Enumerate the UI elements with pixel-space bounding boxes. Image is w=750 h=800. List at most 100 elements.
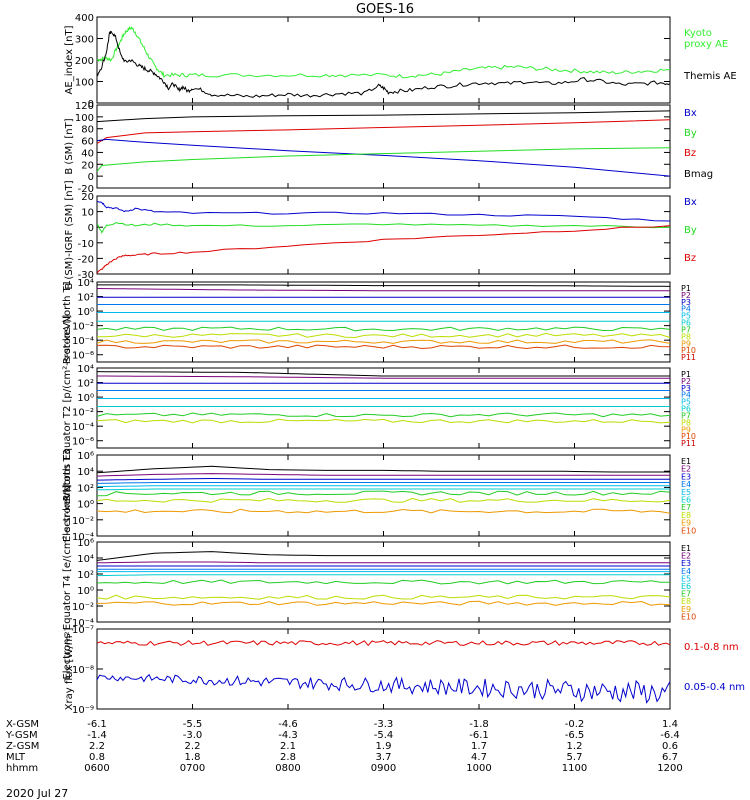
legend-entry: P4	[681, 305, 691, 314]
y-tick-label: 10⁻⁷	[72, 625, 94, 636]
x-axis-value: 1000	[466, 763, 491, 774]
legend-entry: By	[684, 225, 697, 236]
series-line-p1	[97, 284, 671, 287]
x-axis-value: 2.2	[89, 741, 105, 752]
series-line-e7	[96, 579, 671, 585]
series-line-0-05-0-4-nm	[96, 673, 671, 704]
series-line-0-1-0-8-nm	[96, 639, 671, 647]
y-tick-label: 10⁻⁴	[72, 618, 94, 629]
series-line-e2	[96, 473, 670, 477]
series-line-p10	[96, 344, 671, 350]
y-tick-label: 10⁻²	[72, 516, 94, 527]
x-axis-value: 0800	[275, 763, 300, 774]
panel-p_equator: Protons Equator T2 [p/(cm²-s-sr-keV)] 10⁴…	[62, 315, 696, 502]
y-tick-label: 10⁴	[77, 278, 94, 289]
panel-frame	[96, 367, 671, 449]
series-line-e2	[96, 561, 670, 564]
series-line-p9	[96, 339, 671, 344]
legend-entry: E2	[681, 465, 691, 474]
legend-entry: E9	[681, 605, 691, 614]
x-axis-value: 1.8	[185, 752, 201, 763]
legend: Bx By Bz	[684, 197, 697, 264]
y-axis-label: Protons North T1	[62, 280, 73, 364]
x-axis-value: 0600	[84, 763, 109, 774]
y-axis-label: Protons Equator T2 [p/(cm²-s-sr-keV)]	[62, 315, 73, 502]
x-axis-value: 1.7	[471, 741, 487, 752]
series-line-themis-ae	[96, 30, 671, 98]
legend-entry: E2	[681, 552, 691, 561]
y-axis-label: Electrons Equator T4 [e/(cm²-s-sr-keV)]	[62, 484, 73, 679]
y-tick-label: 100	[75, 78, 94, 89]
y-tick-label: 10⁴	[77, 364, 94, 375]
y-tick-label: 200	[75, 56, 94, 67]
y-tick-label: 10⁻²	[72, 322, 94, 333]
series-line-p7	[96, 326, 671, 332]
x-axis-value: -4.3	[278, 730, 298, 741]
x-axis-value: 0700	[180, 763, 205, 774]
x-axis-value: 1200	[657, 763, 682, 774]
x-axis-value: 2.2	[185, 741, 201, 752]
y-tick-label: 300	[75, 35, 94, 46]
figure-date: 2020 Jul 27	[6, 787, 68, 800]
series-line-kyoto-proxy-ae	[96, 25, 671, 79]
legend-entry: P9	[681, 425, 691, 434]
panel-xray: Xray flux [W/m²]10⁻⁷10⁻⁸10⁻⁹0.1-0.8 nm0.…	[64, 625, 745, 716]
y-tick-label: 10⁰	[77, 307, 94, 318]
y-tick-label: 60	[81, 137, 94, 148]
x-axis-value: -6.1	[469, 730, 489, 741]
series-line-p8	[97, 332, 671, 339]
series-line-bx	[96, 138, 671, 177]
x-axis-value: -1.8	[469, 719, 489, 730]
x-axis-value: 4.7	[471, 752, 487, 763]
y-tick-label: 10²	[77, 570, 94, 581]
x-axis-value: 2.8	[280, 752, 296, 763]
x-axis-row-label: Y-GSM	[5, 730, 38, 741]
legend-entry: P4	[681, 391, 691, 400]
legend-entry: E6	[681, 582, 691, 591]
legend-entry: E7	[681, 503, 691, 512]
legend-entry: E5	[681, 488, 691, 497]
y-tick-label: 20	[81, 160, 94, 171]
y-tick-label: 10⁶	[77, 451, 94, 462]
series-line-e9	[96, 508, 671, 514]
y-tick-label: 10⁻⁹	[72, 705, 94, 716]
x-axis-value: -6.4	[660, 730, 680, 741]
series-line-bmag	[96, 110, 671, 123]
legend-entry: E5	[681, 574, 691, 583]
y-tick-label: -20	[78, 184, 94, 195]
x-axis-value: -5.5	[183, 719, 203, 730]
series-line-e8	[96, 594, 671, 600]
y-tick-label: 20	[81, 192, 94, 203]
y-tick-label: 10⁻²	[72, 408, 94, 419]
x-axis-value: -1.4	[87, 730, 107, 741]
y-tick-label: 10²	[77, 483, 94, 494]
series-line-bz	[96, 119, 671, 144]
x-axis-value: 5.7	[567, 752, 583, 763]
legend-entry: Themis AE	[683, 71, 737, 82]
legend-entry: P1	[681, 370, 691, 379]
series-line-e5	[96, 485, 670, 488]
x-axis-row-label: MLT	[6, 752, 26, 763]
x-axis-value: 0.6	[662, 741, 678, 752]
y-tick-label: 10⁴	[77, 554, 94, 565]
y-tick-label: 10⁻⁴	[72, 422, 94, 433]
legend-entry: Kyoto	[684, 28, 712, 39]
legend: 0.1-0.8 nm 0.05-0.4 nm	[684, 642, 745, 693]
series-line-p2	[97, 375, 670, 379]
y-axis-label: Electrons North T3	[62, 449, 73, 542]
figure-title: GOES-16	[356, 2, 414, 17]
legend-entry: E7	[681, 590, 691, 599]
y-tick-label: 10	[81, 208, 94, 219]
y-tick-label: 120	[75, 101, 94, 112]
legend-entry: Bx	[684, 197, 697, 208]
x-axis-value: -3.0	[183, 730, 203, 741]
y-tick-label: 10²	[77, 293, 94, 304]
legend-entry: E8	[681, 511, 691, 520]
legend-entry: E9	[681, 519, 691, 528]
series-line-e6	[96, 574, 670, 577]
x-axis-table: X-GSM -6.1 -5.5 -4.6 -3.3 -1.8 -0.2 1.4 Y-GSM -1.…	[5, 719, 683, 774]
y-tick-label: 10⁻⁴	[72, 336, 94, 347]
